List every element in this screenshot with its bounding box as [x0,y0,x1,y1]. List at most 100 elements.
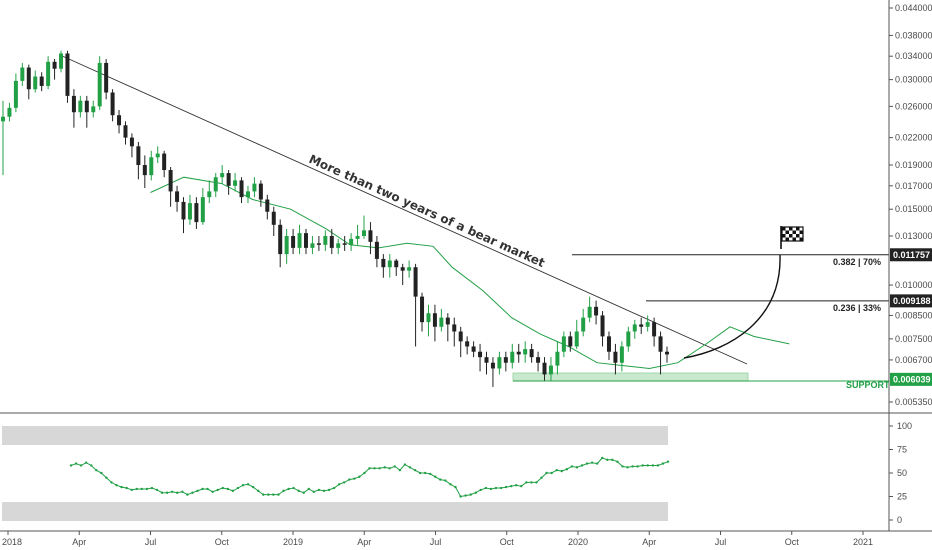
candle-body [432,313,437,327]
candle [117,110,122,134]
candle-body [484,357,489,363]
flag-square [799,230,803,234]
rsi-point [545,471,548,475]
candle [407,260,412,278]
candle-body [39,76,44,86]
candle [149,150,154,181]
rsi-point [170,490,174,493]
candle-body [155,153,160,158]
candle [110,89,115,122]
candle [200,188,205,225]
candle [420,292,425,332]
flag-square [789,227,793,231]
candle-body [581,317,586,332]
trendline[interactable] [59,54,748,365]
candle-body [542,362,547,375]
candle-body [181,201,186,220]
candle-body [645,322,650,327]
candle [497,351,502,375]
candle-body [574,331,579,347]
flag-square [799,237,803,241]
candle [490,357,495,387]
candle [645,315,650,332]
time-tick-label: Jul [145,537,157,547]
candle [413,263,418,347]
candle [213,173,218,198]
price-axis[interactable]: 0.044000 0.038000 0.034000 0.030000 0.026000… [889,3,932,407]
rsi-point [398,468,402,472]
candle [555,341,560,375]
rsi-point [651,464,655,467]
projection-curve[interactable] [683,254,781,359]
flag-square [792,230,796,234]
candle [439,308,444,332]
candle-body [536,357,541,363]
rsi-point [348,478,351,481]
candle-body [510,351,515,363]
rsi-point [479,488,483,492]
candle [445,313,450,342]
rsi-point [570,465,574,468]
rsi-point [120,485,123,489]
candle-body [97,62,102,107]
candle-body [426,313,431,323]
flag-square [782,234,786,238]
candle [381,254,386,278]
candle-body [349,238,354,245]
candle [39,72,44,92]
fib-lines[interactable] [572,254,889,302]
candle-body [149,157,154,176]
candle-body [117,115,122,126]
rsi-point [135,487,138,491]
rsi-point [130,488,133,492]
rsi-point [575,466,579,469]
candle-body [458,331,463,342]
candle-body [465,341,470,347]
time-tick-label: 2018 [2,537,22,547]
price-tag: 0.006039 [890,372,932,386]
checkered-flag-icon [780,226,804,249]
candle [458,326,463,358]
candle-body [606,336,611,352]
candle-body [329,235,334,248]
time-tick-label: 2021 [853,537,873,547]
price-tick-label: 0.005350 [895,397,932,407]
rsi-point [611,458,614,462]
flag-square [785,230,789,234]
candle-body [561,336,566,352]
candle [542,357,547,381]
projection-arc [683,254,781,359]
rsi-axis[interactable]: 100 75 50 25 0 [889,421,912,525]
candle [59,50,64,73]
price-tick-label: 0.015000 [895,204,932,214]
candle [336,238,341,255]
candle [387,254,392,278]
rsi-point [383,466,386,469]
candle [548,357,553,381]
candle-body [278,224,283,255]
rsi-point [155,488,159,492]
price-tag: 0.009188 [890,294,932,308]
rsi-point [145,487,149,491]
price-tick-label: 0.008500 [895,310,932,320]
rsi-point [337,483,341,486]
rsi-point [616,460,619,463]
rsi-overbought-band [2,426,668,445]
rsi-point [590,461,594,464]
candle-body [207,191,212,198]
candle-body [381,258,386,268]
candle [503,351,508,372]
candle-body [239,180,244,198]
candle [523,341,528,363]
rsi-point [454,485,457,489]
time-axis[interactable]: 2018 Apr Jul Oct 2019 Apr Jul Oct 2020 Apr Jul Oct 2… [2,531,873,547]
moving-average-line [150,176,790,370]
price-tag-box [890,372,932,386]
rsi-point [160,491,164,494]
candle [400,263,405,286]
candle-body [548,365,553,375]
candle [362,215,367,239]
candle [632,319,637,339]
flag-square [789,234,793,238]
